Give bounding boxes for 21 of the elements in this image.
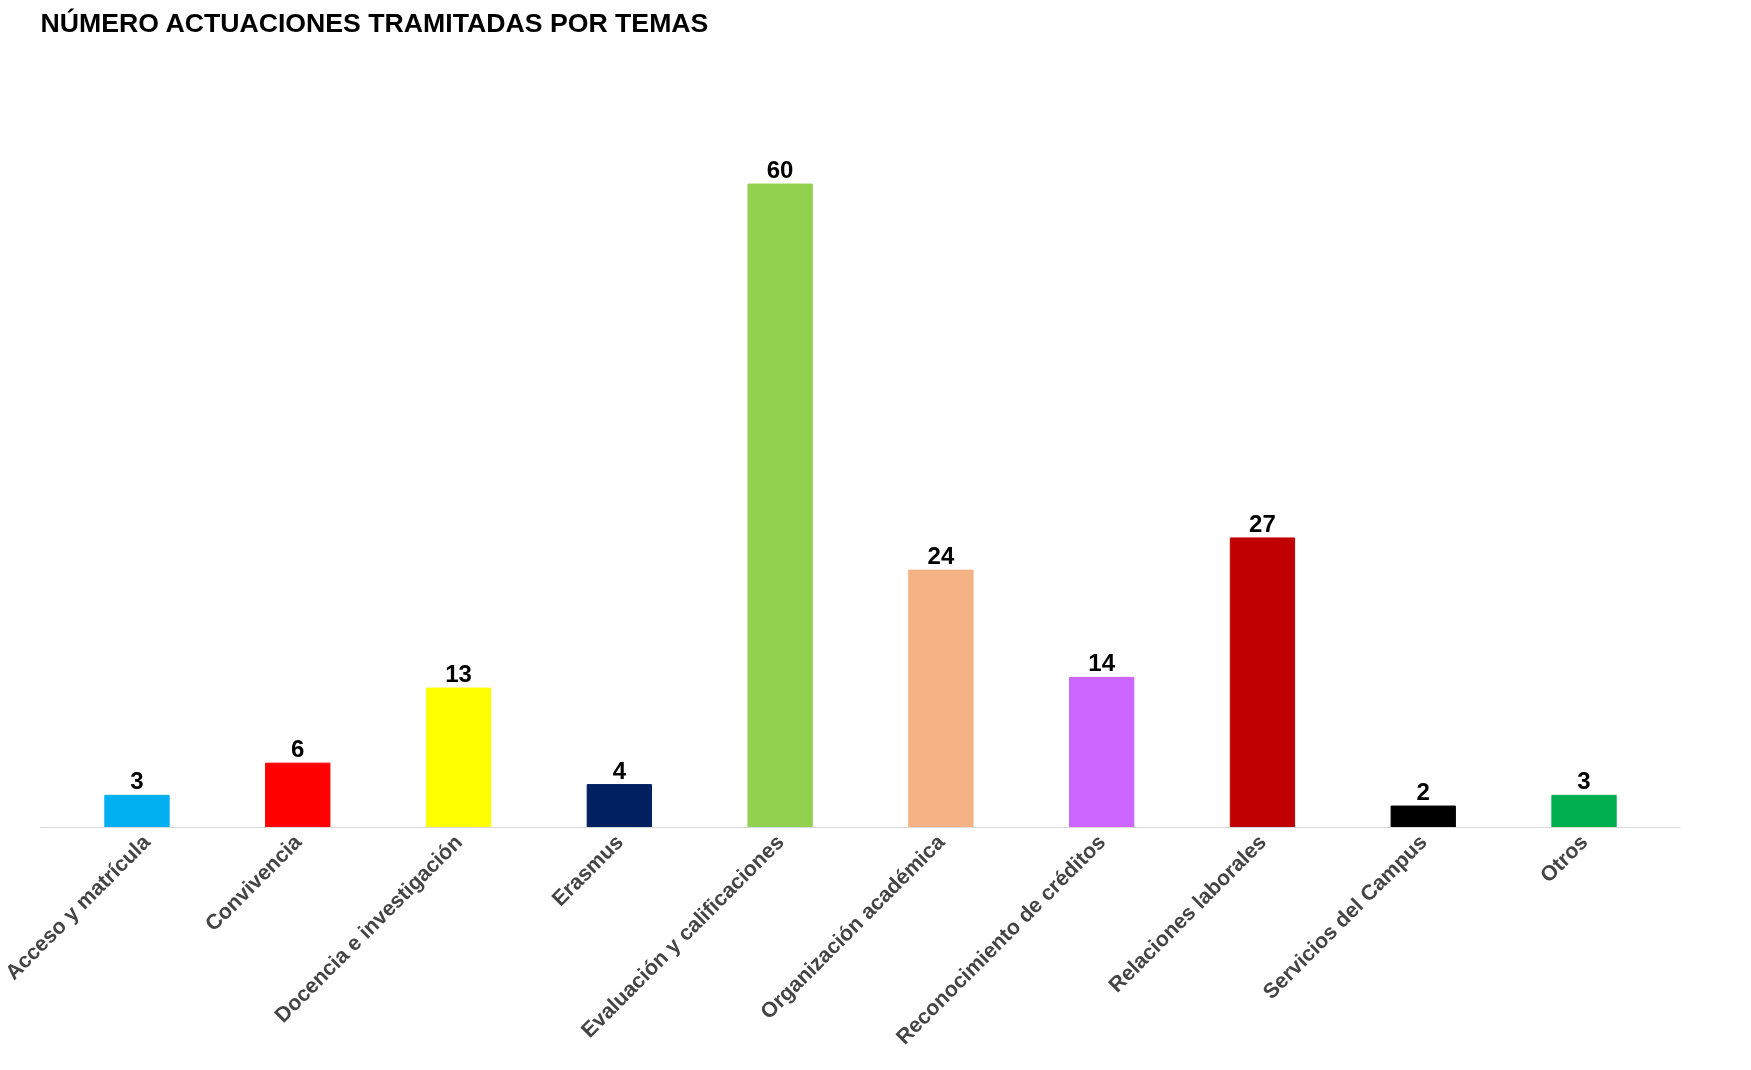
bar bbox=[265, 762, 331, 828]
data-label: 4 bbox=[612, 756, 627, 784]
bar bbox=[1069, 676, 1135, 828]
bar bbox=[104, 794, 170, 828]
data-label: 6 bbox=[291, 735, 305, 763]
data-label: 3 bbox=[1577, 767, 1591, 795]
bar bbox=[1229, 537, 1296, 828]
bar bbox=[1390, 805, 1456, 828]
data-label: 14 bbox=[1088, 649, 1116, 677]
data-label: 60 bbox=[766, 156, 794, 184]
bar bbox=[908, 569, 974, 828]
data-label: 3 bbox=[130, 767, 144, 795]
bar bbox=[747, 183, 813, 828]
bar bbox=[425, 687, 492, 828]
bar bbox=[1551, 794, 1617, 828]
data-label: 24 bbox=[927, 542, 955, 570]
data-label: 27 bbox=[1249, 509, 1276, 537]
data-label: 2 bbox=[1416, 778, 1430, 806]
bar bbox=[586, 784, 652, 828]
chart-title: NÚMERO ACTUACIONES TRAMITADAS POR TEMAS bbox=[40, 7, 709, 38]
data-label: 13 bbox=[445, 660, 472, 688]
